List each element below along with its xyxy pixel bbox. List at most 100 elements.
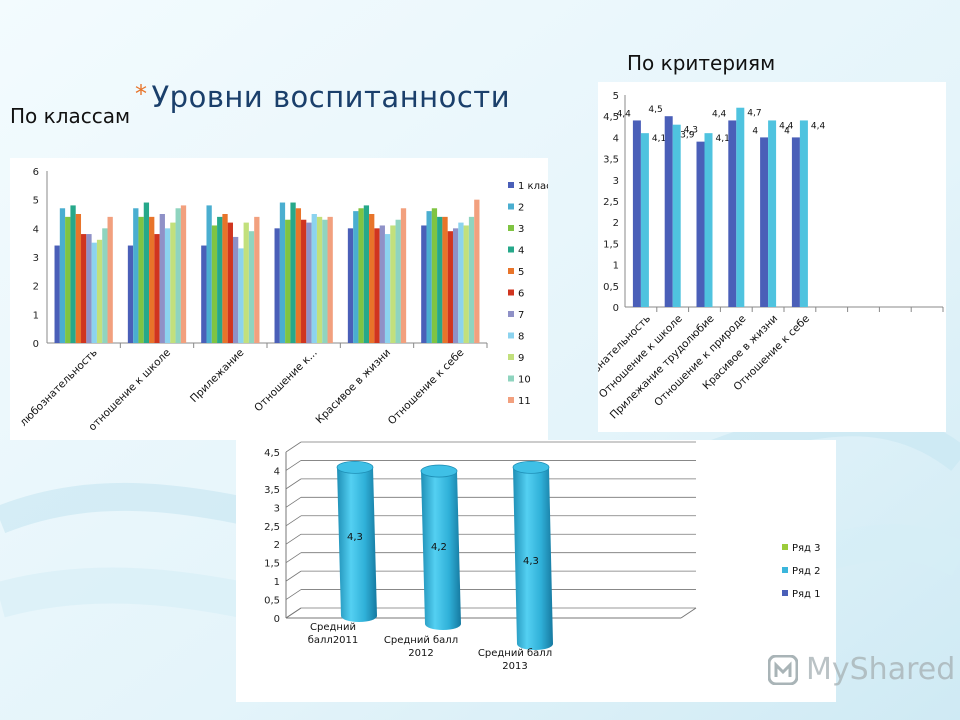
data-label: 4,3 (347, 532, 363, 543)
bar-9-6 (463, 225, 469, 343)
legend-label: 8 (518, 332, 524, 343)
bar-7-1 (86, 234, 92, 343)
bar-6-3 (227, 222, 233, 343)
data-label: 4 (784, 126, 790, 136)
data-label: 4,4 (617, 109, 632, 119)
grid-diagonal (285, 460, 302, 471)
bar-1-6 (791, 137, 800, 307)
y-tick-label: 2 (274, 540, 280, 551)
bar-5-2 (149, 216, 155, 343)
bar-3-3 (211, 225, 218, 343)
bar-2-1 (640, 133, 649, 307)
bar-4-3 (217, 216, 223, 343)
bar-2-4 (279, 202, 286, 343)
y-tick-label: 5 (33, 196, 39, 207)
bar-2-5 (353, 211, 359, 343)
grid-diagonal (285, 515, 302, 527)
bar-10-6 (468, 216, 475, 343)
grid-diagonal (285, 441, 302, 453)
y-tick-label: 3,5 (264, 485, 280, 496)
bar-11-2 (180, 205, 187, 343)
y-tick-label: 3 (33, 253, 39, 264)
y-tick-label: 5 (613, 91, 619, 102)
x-category-label: 2012 (408, 648, 433, 659)
bar-5-3 (222, 214, 228, 343)
bar-10-5 (395, 219, 401, 343)
title-star-marker: * (135, 80, 148, 108)
y-tick-label: 2,5 (264, 522, 280, 533)
y-tick-label: 3,5 (603, 155, 619, 166)
y-tick-label: 1,5 (264, 559, 280, 570)
bar-3-5 (358, 208, 364, 343)
cylinder-3 (513, 467, 553, 650)
chart-average-score-panel: 0 0,5 1 1,5 2 2,5 3 3,5 4 4,5 4,3 Средний балл2011 4,… (236, 440, 836, 702)
bar-7-2 (159, 214, 165, 343)
legend-label: Ряд 3 (792, 543, 821, 554)
data-label: 4,1 (652, 134, 666, 144)
legend-label: 9 (518, 353, 524, 364)
y-tick-label: 4 (613, 133, 619, 144)
bar-4-4 (290, 202, 296, 343)
y-tick-label: 1,5 (603, 239, 619, 250)
legend-swatch (508, 289, 514, 296)
cylinder-top-2 (420, 464, 458, 478)
label-by-classes: По классам (10, 104, 131, 128)
bar-11-3 (254, 216, 260, 343)
y-tick-label: 4 (33, 224, 39, 235)
x-category-label: Отношение к... (252, 347, 320, 415)
bar-1-2 (664, 116, 673, 307)
grid-diagonal (285, 552, 302, 563)
bar-1-2 (127, 245, 134, 343)
legend-swatch (508, 182, 514, 188)
x-category-label: Средний (310, 622, 356, 633)
grid-diagonal (285, 589, 302, 600)
bar-2-5 (768, 120, 777, 307)
data-label: 4,7 (747, 109, 761, 119)
myshared-logo-text: MyShared (806, 652, 956, 687)
bar-9-4 (316, 216, 323, 343)
chart-by-criteria-panel: 0 0,5 1 1,5 2 2,5 3 3,5 4 4,5 5 4,4 4,1 Любознательно… (570, 82, 946, 432)
legend-label: Ряд 1 (792, 589, 821, 600)
bar-4-2 (143, 202, 150, 343)
data-label: 4,4 (712, 109, 727, 119)
cylinder-2 (421, 471, 461, 630)
y-tick-label: 4,5 (264, 448, 280, 459)
bar-9-1 (96, 239, 103, 343)
bar-11-5 (400, 208, 407, 343)
bar-3-2 (138, 216, 144, 343)
y-tick-label: 2,5 (603, 197, 619, 208)
x-category-label: Отношение к себе (386, 347, 467, 428)
legend-swatch (508, 268, 514, 274)
legend-label: 11 (518, 396, 531, 407)
y-tick-label: 0,5 (603, 282, 619, 293)
bar-10-2 (175, 208, 181, 343)
legend-label: 6 (518, 289, 524, 300)
bar-1-5 (760, 137, 769, 307)
y-tick-label: 0,5 (264, 596, 280, 607)
y-tick-label: 6 (33, 167, 39, 178)
legend-swatch (782, 567, 788, 573)
y-tick-label: 0 (274, 614, 280, 625)
bar-1-1 (632, 120, 641, 307)
bar-6-1 (81, 234, 87, 343)
y-tick-label: 3 (274, 503, 280, 514)
grid-diagonal (285, 533, 302, 545)
bar-4-5 (363, 205, 370, 343)
bar-2-3 (704, 133, 713, 307)
chart-by-classes-panel: 0 1 2 3 4 5 6 любознательность отношение к школе… (10, 158, 565, 440)
legend-swatch (508, 354, 514, 360)
bar-4-6 (437, 216, 443, 343)
y-tick-label: 2 (33, 282, 39, 293)
x-category-label: Красивое в жизни (313, 347, 393, 427)
legend-swatch (508, 311, 514, 317)
legend-label: 3 (518, 224, 524, 235)
bar-9-2 (170, 222, 176, 343)
bar-5-5 (369, 214, 375, 343)
x-category-label: отношение к школе (86, 347, 173, 434)
chart-by-criteria: 00,511,522,533,544,554,44,1Любознательно… (570, 91, 944, 421)
bar-6-5 (374, 228, 380, 343)
bar-2-1 (59, 208, 66, 343)
bar-8-5 (384, 234, 391, 343)
grid-diagonal (285, 497, 302, 508)
